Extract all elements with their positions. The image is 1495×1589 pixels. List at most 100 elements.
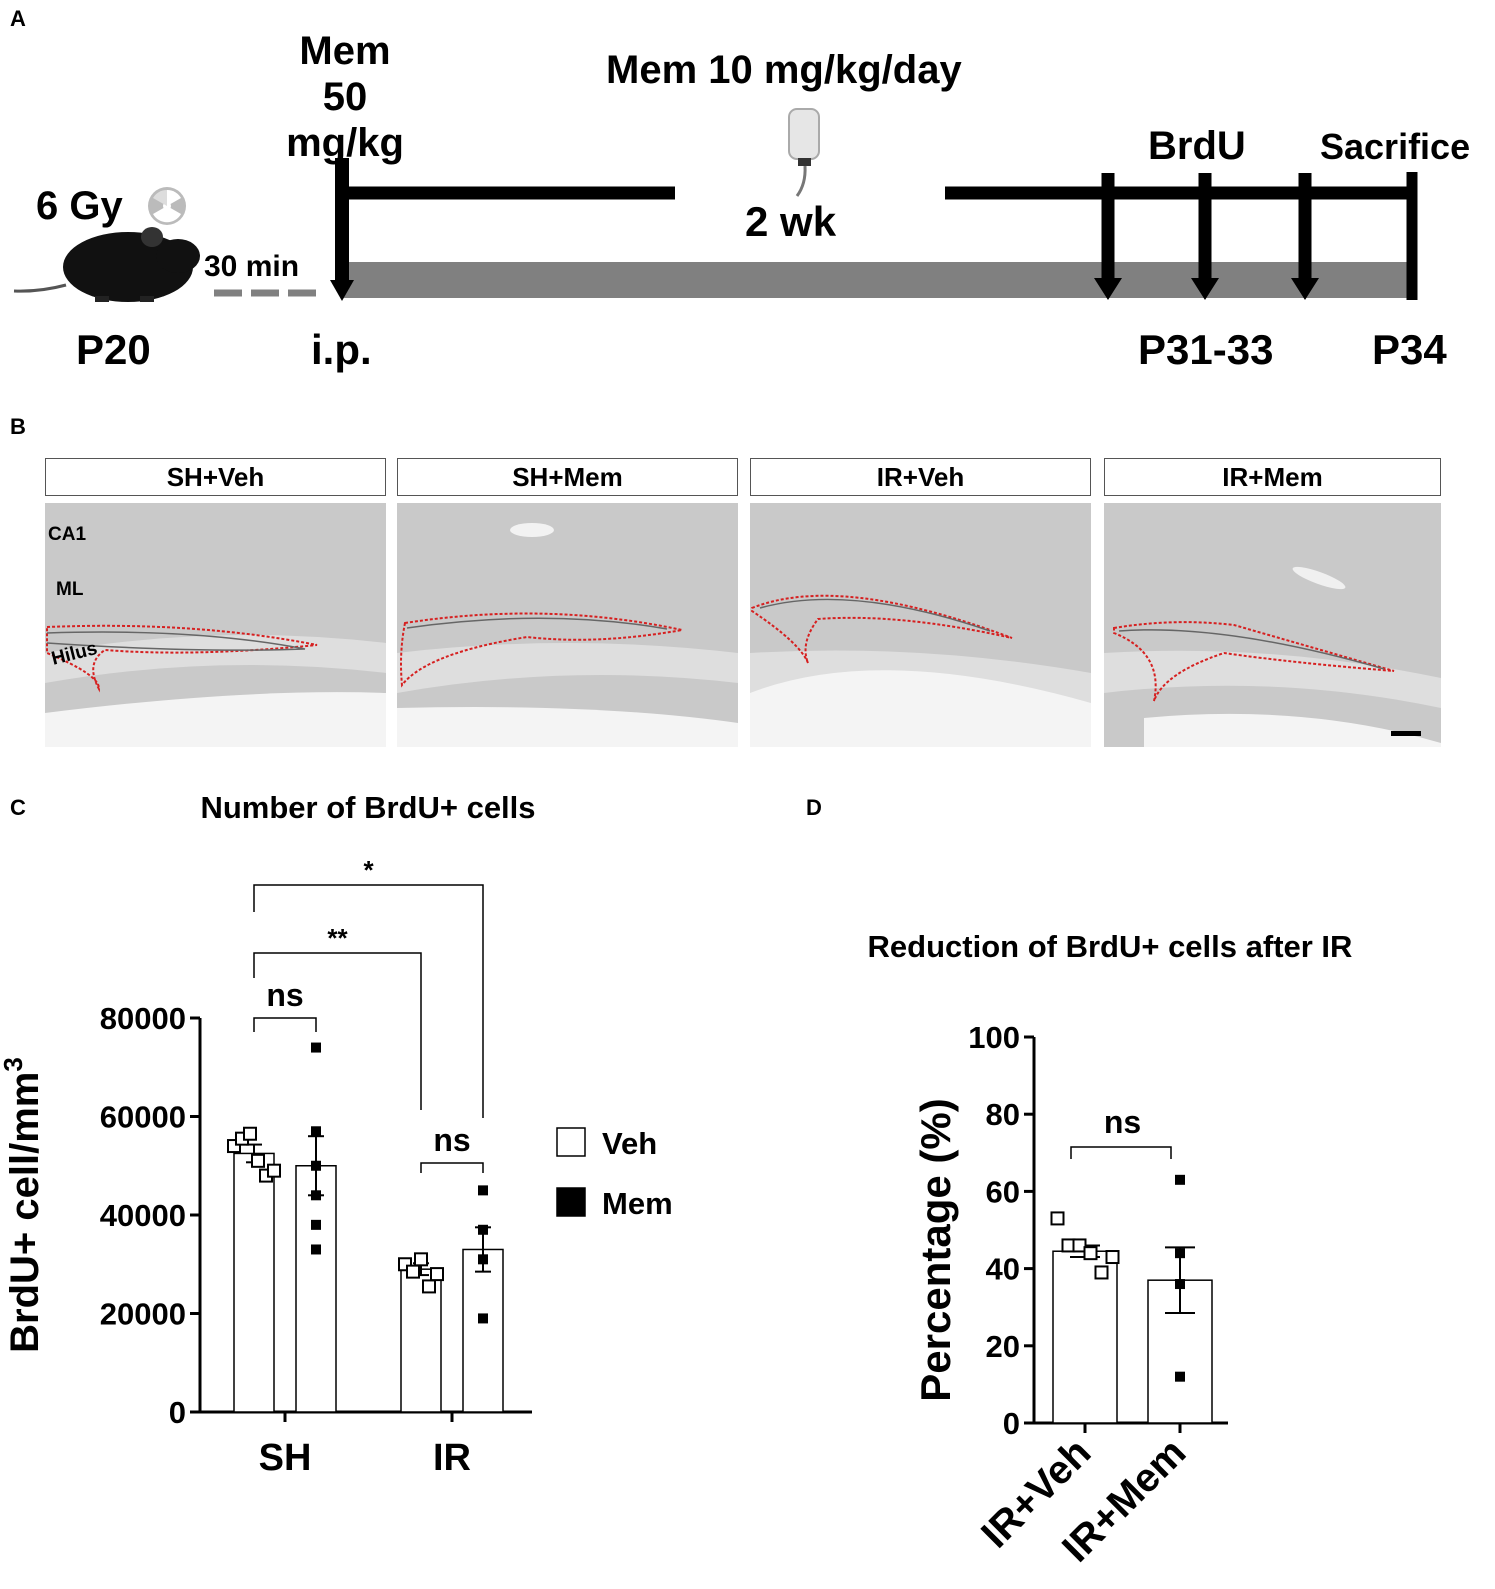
chart-c-bracket bbox=[253, 1017, 317, 1032]
chart-c-point bbox=[311, 1160, 321, 1171]
chart-d-ytick-label: 0 bbox=[1003, 1406, 1020, 1441]
chart-c-point bbox=[243, 1126, 257, 1141]
region-label-ml: ML bbox=[56, 579, 84, 600]
chart-c-ytick-label: 20000 bbox=[100, 1297, 186, 1332]
chart-c-point bbox=[478, 1224, 488, 1235]
chart-d-ytick-label: 100 bbox=[968, 1020, 1020, 1055]
chart-c-point bbox=[406, 1264, 420, 1279]
chart-c-legend-swatch bbox=[556, 1127, 586, 1157]
chart-d-point bbox=[1175, 1174, 1185, 1185]
p31-33-label: P31-33 bbox=[1138, 326, 1274, 373]
mem-daily-label: Mem 10 mg/kg/day bbox=[606, 48, 962, 92]
chart-c-ylabel-superscript: 3 bbox=[0, 1057, 28, 1071]
chart-c-point bbox=[311, 1126, 321, 1137]
chart-d-point bbox=[1094, 1265, 1109, 1280]
chart-d-point bbox=[1050, 1211, 1065, 1226]
chart-c-ytick-label: 40000 bbox=[100, 1198, 186, 1233]
chart-c-bracket bbox=[253, 884, 484, 1118]
panel-label-c: C bbox=[10, 795, 26, 820]
scale-bar bbox=[1391, 731, 1421, 736]
brdu-arrow-head-1 bbox=[1094, 278, 1122, 300]
chart-c-bracket bbox=[420, 1162, 484, 1173]
micrograph-title-ir-mem: IR+Mem bbox=[1104, 458, 1441, 496]
chart-d-ytick-label: 60 bbox=[986, 1174, 1020, 1209]
chart-c-point bbox=[311, 1219, 321, 1230]
panel-label-b: B bbox=[10, 414, 26, 439]
chart-d-point bbox=[1175, 1371, 1185, 1382]
radiation-icon bbox=[148, 187, 186, 225]
chart-c-bar bbox=[233, 1152, 275, 1413]
chart-d-annotation: ns bbox=[1104, 1104, 1141, 1140]
chart-c-ytick-label: 0 bbox=[169, 1395, 186, 1430]
micrograph-ir-veh bbox=[750, 503, 1091, 747]
micrograph-sh-mem bbox=[397, 503, 738, 747]
chart-brdu-cells: Number of BrdU+ cells BrdU+ cell/mm3 0 2000… bbox=[0, 790, 673, 1479]
p34-label: P34 bbox=[1372, 326, 1447, 373]
chart-d-ytick-label: 20 bbox=[986, 1329, 1020, 1364]
chart-c-legend-label: Mem bbox=[602, 1186, 673, 1221]
chart-c-xtick-label: IR bbox=[433, 1437, 471, 1479]
mouse-icon bbox=[13, 227, 200, 302]
chart-d-ytick-label: 80 bbox=[986, 1097, 1020, 1132]
mem-loading-line2: 50 mg/kg bbox=[286, 75, 404, 165]
chart-d-ytick-label: 40 bbox=[986, 1252, 1020, 1287]
chart-d-point bbox=[1105, 1250, 1120, 1265]
panel-label-d: D bbox=[806, 795, 822, 820]
chart-c-ytick-label: 80000 bbox=[100, 1001, 186, 1036]
chart-c-legend-swatch bbox=[556, 1187, 586, 1217]
treatment-period-bar bbox=[342, 262, 1412, 298]
chart-c-bar bbox=[462, 1248, 504, 1413]
region-label-ca1: CA1 bbox=[48, 524, 87, 545]
chart-c-point bbox=[311, 1244, 321, 1255]
chart-c-point bbox=[311, 1190, 321, 1201]
chart-c-ytick-label: 60000 bbox=[100, 1100, 186, 1135]
chart-c-point bbox=[414, 1252, 428, 1267]
chart-d-title: Reduction of BrdU+ cells after IR bbox=[868, 929, 1353, 964]
chart-d-point bbox=[1072, 1238, 1087, 1253]
chart-c-point bbox=[422, 1279, 436, 1294]
chart-d-bracket bbox=[1070, 1146, 1172, 1160]
brdu-arrow-head-3 bbox=[1291, 278, 1319, 300]
micrograph-title-sh-mem: SH+Mem bbox=[397, 458, 738, 496]
chart-c-point bbox=[478, 1313, 488, 1324]
micrograph-sh-veh bbox=[45, 503, 386, 747]
micrograph-title-ir-veh: IR+Veh bbox=[750, 458, 1091, 496]
chart-c-annotation: * bbox=[363, 855, 374, 885]
chart-reduction: Reduction of BrdU+ cells after IR Percent… bbox=[868, 929, 1353, 1571]
chart-c-point bbox=[251, 1153, 265, 1168]
chart-c-point bbox=[311, 1042, 321, 1053]
mem-loading-label: Mem 50 mg/kg bbox=[260, 28, 430, 166]
chart-c-title: Number of BrdU+ cells bbox=[200, 790, 535, 825]
delay-label: 30 min bbox=[204, 250, 300, 283]
chart-c-point bbox=[430, 1267, 444, 1282]
chart-d-point bbox=[1083, 1246, 1098, 1261]
chart-c-annotation: ns bbox=[266, 977, 303, 1013]
chart-c-legend-label: Veh bbox=[602, 1126, 657, 1161]
duration-label: 2 wk bbox=[745, 198, 837, 245]
panel-label-a: A bbox=[10, 6, 26, 31]
chart-c-annotation: ns bbox=[433, 1122, 470, 1158]
chart-c-point bbox=[478, 1185, 488, 1196]
chart-c-bar bbox=[295, 1165, 337, 1413]
micrograph-ir-mem bbox=[1104, 503, 1441, 747]
chart-d-point bbox=[1175, 1248, 1185, 1259]
chart-c-annotation: ** bbox=[327, 923, 348, 953]
timeline-graphic bbox=[13, 108, 1418, 302]
injection-arrow-head bbox=[330, 280, 354, 301]
chart-d-bar bbox=[1052, 1250, 1118, 1424]
chart-c-point bbox=[267, 1163, 281, 1178]
sacrifice-label: Sacrifice bbox=[1320, 126, 1471, 167]
chart-c-ylabel: BrdU+ cell/mm3 bbox=[0, 1057, 47, 1353]
brdu-arrow-head-2 bbox=[1191, 278, 1219, 300]
chart-d-point bbox=[1175, 1279, 1185, 1290]
chart-c-bracket bbox=[253, 952, 422, 1110]
brdu-label: BrdU bbox=[1148, 124, 1246, 168]
water-bottle-icon bbox=[788, 108, 820, 197]
mem-loading-line1: Mem bbox=[299, 29, 391, 73]
ip-label: i.p. bbox=[311, 326, 372, 373]
p20-label: P20 bbox=[76, 326, 151, 373]
dose-label: 6 Gy bbox=[36, 184, 123, 228]
chart-c-xtick-label: SH bbox=[259, 1437, 312, 1479]
chart-c-point bbox=[478, 1254, 488, 1265]
micrograph-title-sh-veh: SH+Veh bbox=[45, 458, 386, 496]
